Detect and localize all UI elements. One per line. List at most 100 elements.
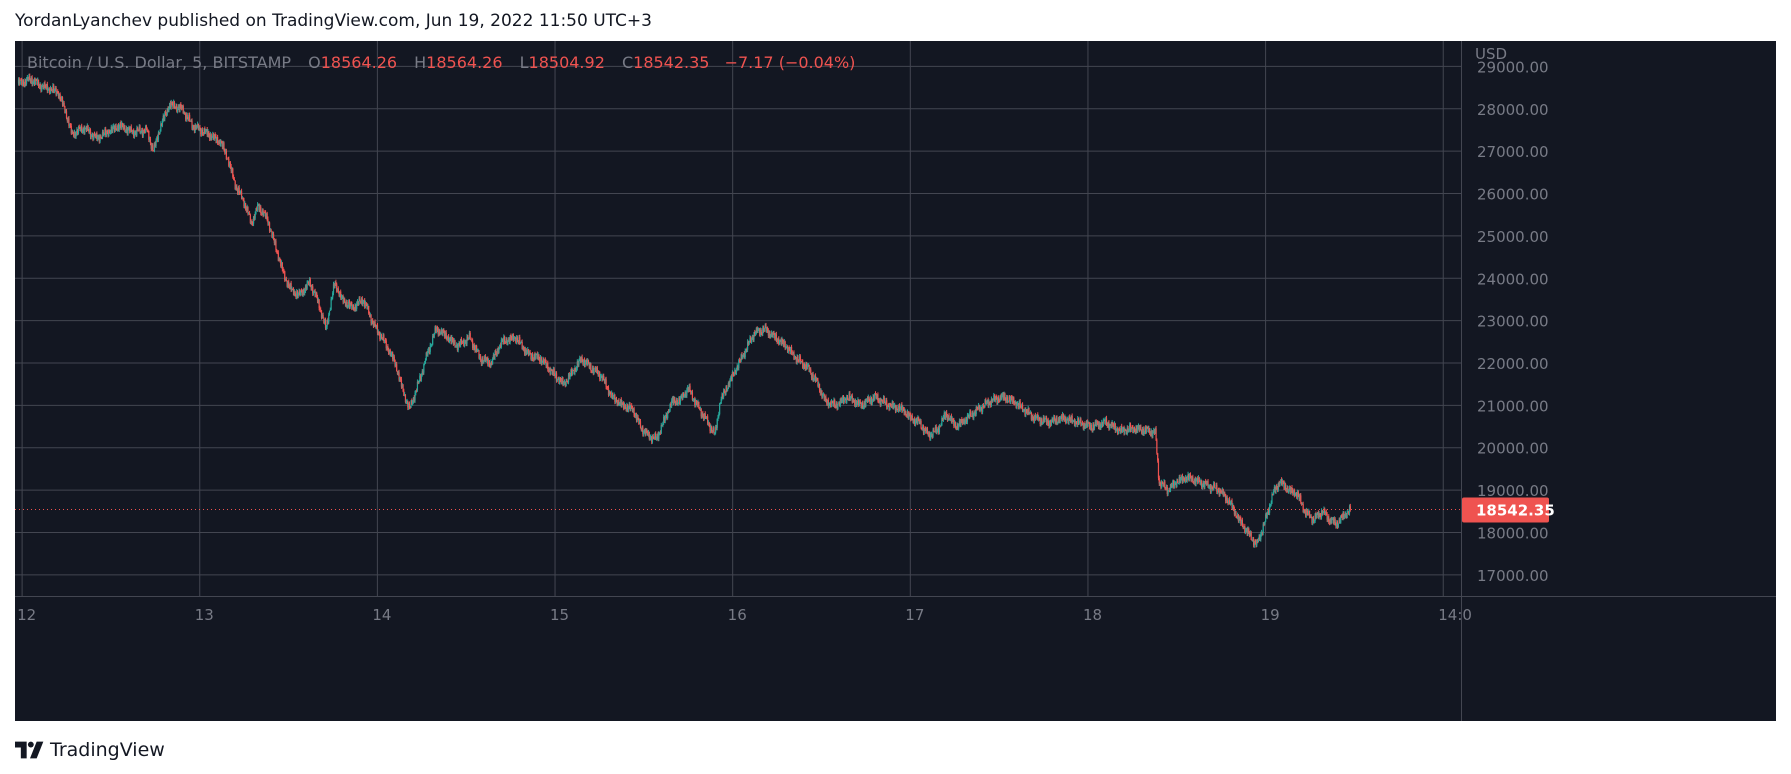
candle-body: [229, 162, 231, 167]
candle-body: [456, 344, 459, 351]
candle-body: [752, 337, 754, 340]
candle-body: [233, 179, 235, 181]
candle-body: [177, 106, 180, 108]
close-value: 18542.35: [633, 53, 710, 72]
candle-body: [173, 102, 175, 107]
candle-body: [882, 397, 885, 404]
candle-body: [161, 123, 163, 126]
currency-label: USD: [1475, 45, 1507, 63]
candle-body: [827, 399, 829, 407]
candle-body: [683, 396, 686, 398]
y-tick-label: 23000.00: [1477, 313, 1549, 331]
candle-body: [1194, 478, 1196, 484]
candle-body: [308, 279, 311, 286]
candle-body: [397, 372, 399, 375]
candle-body: [1165, 487, 1167, 489]
candle-body: [316, 297, 319, 302]
candle-body: [989, 401, 991, 403]
candle-body: [1325, 511, 1327, 514]
candle-body: [579, 358, 582, 363]
candle-body: [774, 333, 776, 339]
candle-body: [1313, 520, 1315, 522]
candle-body: [1003, 394, 1005, 399]
candle-body: [862, 406, 865, 408]
candle-body: [1017, 403, 1020, 407]
candle-body: [1028, 408, 1030, 414]
tradingview-logo-icon[interactable]: [15, 740, 45, 760]
candle-body: [125, 131, 127, 133]
candle-body: [895, 407, 897, 412]
candle-body: [636, 416, 638, 421]
candle-body: [273, 238, 275, 243]
candle-body: [388, 350, 391, 355]
candle-body: [760, 330, 762, 333]
candle-body: [27, 77, 29, 82]
candle-body: [659, 432, 662, 434]
candle-body: [876, 394, 878, 399]
candle-body: [1177, 482, 1180, 484]
candle-body: [861, 403, 863, 409]
candle-body: [1257, 540, 1260, 543]
candle-body: [131, 131, 133, 134]
candle-body: [359, 298, 361, 302]
candle-body: [1182, 477, 1184, 482]
candle-body: [567, 374, 570, 383]
candle-body: [1272, 493, 1274, 496]
candle-body: [235, 186, 237, 190]
candle-body: [197, 123, 199, 128]
candle-body: [328, 314, 330, 323]
candle-body: [430, 345, 432, 346]
candle-body: [284, 271, 286, 281]
candle-body: [1344, 513, 1347, 517]
candle-body: [1295, 492, 1297, 496]
candle-body: [79, 128, 81, 131]
candle-body: [996, 397, 998, 403]
candle-body: [360, 298, 363, 304]
candle-body: [408, 403, 410, 408]
candle-body: [1132, 427, 1134, 433]
candle-body: [386, 345, 388, 349]
y-tick-label: 21000.00: [1477, 397, 1549, 415]
candle-body: [563, 383, 565, 385]
footer-brand[interactable]: TradingView: [50, 739, 165, 761]
candle-body: [1199, 481, 1201, 485]
candle-body: [423, 363, 425, 373]
candle-body: [1209, 485, 1211, 487]
price-chart[interactable]: 17000.0018000.0019000.0020000.0021000.00…: [15, 41, 1776, 721]
candle-body: [1038, 417, 1040, 420]
candle-body: [771, 332, 773, 338]
candle-body: [50, 88, 52, 91]
candle-body: [348, 301, 351, 307]
candle-body: [878, 398, 881, 401]
candle-body: [675, 401, 677, 405]
candle-body: [1346, 512, 1348, 519]
candle-body: [54, 88, 56, 90]
candle-body: [1141, 428, 1144, 434]
candle-body: [602, 375, 604, 381]
candle-body: [1087, 423, 1089, 426]
candle-body: [1033, 415, 1036, 421]
candle-body: [356, 301, 359, 304]
candle-body: [653, 437, 655, 440]
candle-body: [1044, 418, 1046, 423]
candle-body: [650, 436, 652, 438]
symbol-label[interactable]: Bitcoin / U.S. Dollar, 5, BITSTAMP: [27, 53, 292, 72]
candle-body: [1213, 483, 1216, 488]
candle-body: [1296, 492, 1299, 498]
candle-body: [660, 425, 662, 434]
candle-body: [1187, 474, 1189, 478]
candle-body: [735, 369, 737, 375]
candle-body: [335, 282, 337, 285]
candle-body: [790, 346, 792, 352]
candle-body: [700, 408, 702, 417]
candle-body: [277, 252, 279, 261]
candle-body: [168, 108, 170, 112]
candle-body: [956, 424, 958, 430]
candle-body: [601, 375, 603, 381]
candle-body: [1245, 528, 1248, 530]
candle-body: [400, 377, 402, 380]
candle-body: [714, 432, 716, 435]
candle-body: [1074, 421, 1076, 427]
chart-panel[interactable]: 17000.00 18000.00 19000.00 20000.00 21000.00…: [15, 41, 1776, 721]
candle-body: [221, 141, 223, 148]
